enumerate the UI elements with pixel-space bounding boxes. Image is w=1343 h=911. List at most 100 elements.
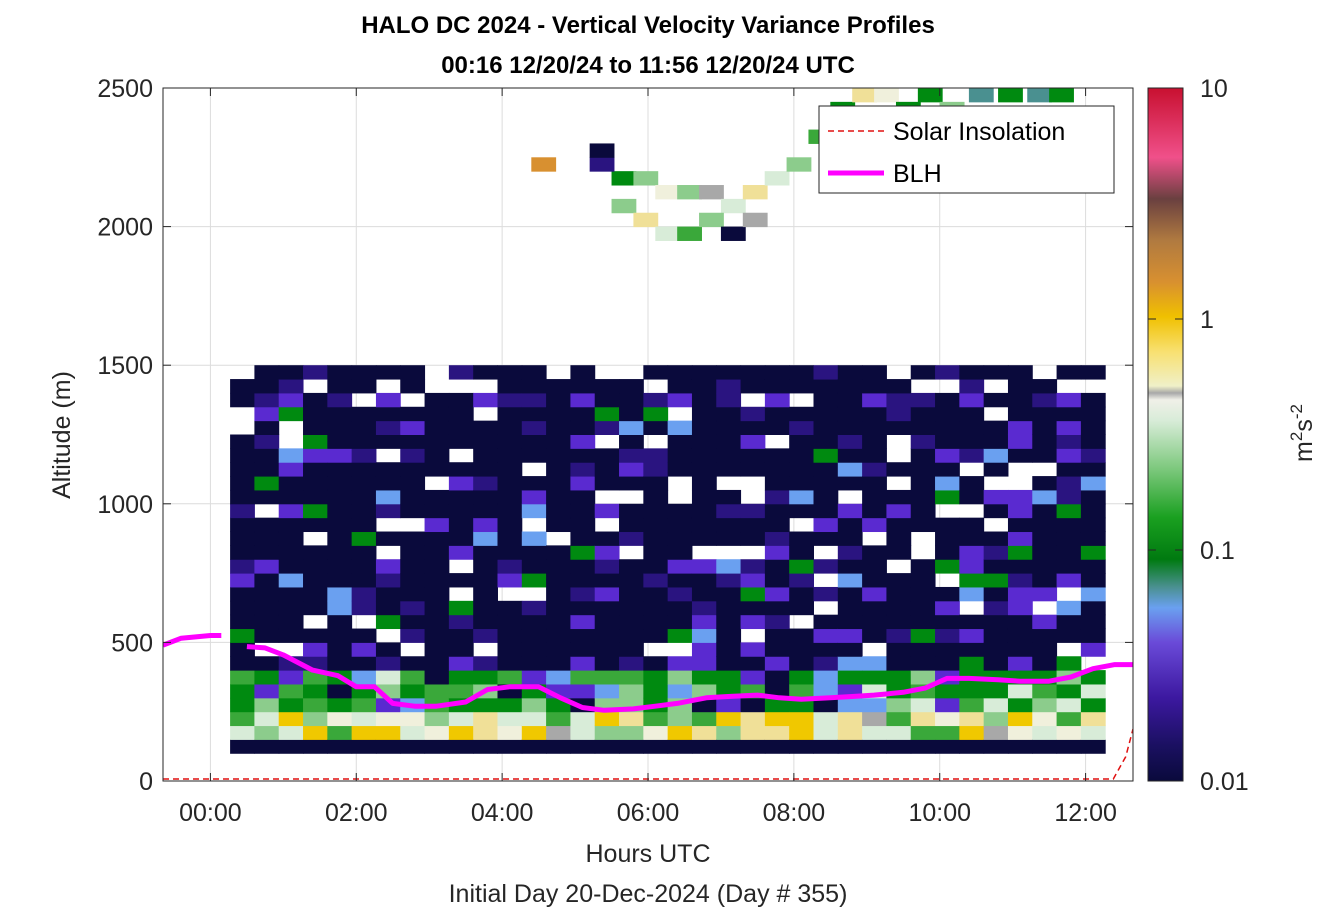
heatmap-cell bbox=[303, 628, 328, 643]
heatmap-cell bbox=[400, 420, 426, 435]
heatmap-cell bbox=[862, 614, 887, 630]
heatmap-cell bbox=[303, 600, 328, 616]
heatmap-cell bbox=[254, 586, 280, 602]
heatmap-cell bbox=[327, 489, 353, 505]
heatmap-cell bbox=[230, 573, 255, 588]
heatmap-cell bbox=[448, 683, 474, 699]
heatmap-cell bbox=[786, 157, 812, 172]
heatmap-cell bbox=[351, 517, 377, 533]
heatmap-cell bbox=[473, 739, 498, 754]
heatmap-cell bbox=[1032, 573, 1058, 588]
heatmap-cell bbox=[400, 448, 426, 463]
heatmap-cell bbox=[837, 697, 863, 713]
heatmap-cell bbox=[764, 545, 790, 560]
heatmap-cell bbox=[448, 628, 474, 643]
heatmap-cell bbox=[716, 379, 742, 394]
heatmap-cell bbox=[278, 586, 304, 602]
heatmap-cell bbox=[619, 406, 644, 422]
heatmap-cell bbox=[740, 573, 766, 588]
heatmap-cell bbox=[1080, 614, 1106, 630]
heatmap-cell bbox=[254, 517, 280, 533]
heatmap-cell bbox=[886, 586, 912, 602]
heatmap-cell bbox=[667, 559, 693, 574]
heatmap-cell bbox=[935, 489, 960, 505]
heatmap-cell bbox=[473, 670, 498, 685]
heatmap-cell bbox=[862, 489, 887, 505]
heatmap-cell bbox=[546, 614, 571, 630]
y-tick-label: 2500 bbox=[97, 75, 153, 103]
heatmap-cell bbox=[959, 531, 985, 546]
heatmap-cell bbox=[837, 517, 863, 533]
heatmap-cell bbox=[959, 628, 985, 643]
heatmap-cell bbox=[278, 406, 304, 422]
heatmap-cell bbox=[1080, 434, 1106, 449]
heatmap-cell bbox=[497, 559, 523, 574]
heatmap-cell bbox=[473, 420, 498, 435]
heatmap-cell bbox=[619, 725, 644, 740]
heatmap-cell bbox=[789, 725, 814, 740]
heatmap-cell bbox=[594, 670, 620, 685]
heatmap-cell bbox=[546, 379, 571, 394]
heatmap-cell bbox=[667, 420, 693, 435]
heatmap-cell bbox=[254, 573, 280, 588]
heatmap-cell bbox=[716, 670, 742, 685]
heatmap-cell bbox=[789, 545, 814, 560]
heatmap-cell bbox=[764, 725, 790, 740]
heatmap-cell bbox=[935, 739, 960, 754]
heatmap-cell bbox=[691, 365, 717, 380]
heatmap-cell bbox=[667, 711, 693, 727]
heatmap-cell bbox=[1080, 628, 1106, 643]
heatmap-cell bbox=[375, 614, 401, 630]
heatmap-cell bbox=[789, 711, 814, 727]
heatmap-cell bbox=[837, 670, 863, 685]
heatmap-cell bbox=[594, 683, 620, 699]
heatmap-cell bbox=[546, 586, 571, 602]
heatmap-cell bbox=[448, 725, 474, 740]
heatmap-cell bbox=[983, 462, 1009, 477]
heatmap-cell bbox=[740, 503, 766, 519]
heatmap-cell bbox=[742, 212, 768, 228]
heatmap-cell bbox=[983, 711, 1009, 727]
heatmap-cell bbox=[691, 462, 717, 477]
heatmap-cell bbox=[1056, 392, 1082, 408]
heatmap-cell bbox=[716, 642, 742, 657]
heatmap-cell bbox=[619, 573, 644, 588]
blh-line-segment bbox=[163, 633, 222, 648]
heatmap-cell bbox=[862, 559, 887, 574]
heatmap-cell bbox=[497, 379, 523, 394]
heatmap-cell bbox=[351, 489, 377, 505]
heatmap-cell bbox=[570, 434, 596, 449]
heatmap-cell bbox=[764, 503, 790, 519]
heatmap-cell bbox=[473, 365, 498, 380]
heatmap-cell bbox=[699, 212, 724, 228]
heatmap-cell bbox=[375, 642, 401, 657]
heatmap-cell bbox=[594, 559, 620, 574]
heatmap-cell bbox=[935, 614, 960, 630]
heatmap-cell bbox=[570, 586, 596, 602]
heatmap-cell bbox=[764, 739, 790, 754]
heatmap-cell bbox=[254, 489, 280, 505]
heatmap-cell bbox=[1007, 697, 1033, 713]
heatmap-cell bbox=[1007, 586, 1033, 602]
heatmap-cell bbox=[594, 476, 620, 491]
heatmap-cell bbox=[448, 434, 474, 449]
heatmap-cell bbox=[837, 573, 863, 588]
heatmap-cell bbox=[691, 448, 717, 463]
heatmap-cell bbox=[837, 448, 863, 463]
heatmap-cell bbox=[1056, 697, 1082, 713]
heatmap-cell bbox=[862, 392, 887, 408]
heatmap-cell bbox=[1007, 573, 1033, 588]
heatmap-cell bbox=[424, 392, 450, 408]
heatmap-cell bbox=[254, 365, 280, 380]
heatmap-cell bbox=[303, 725, 328, 740]
heatmap-cell bbox=[740, 642, 766, 657]
heatmap-cell bbox=[1080, 739, 1106, 754]
heatmap-cell bbox=[1007, 503, 1033, 519]
heatmap-cell bbox=[910, 365, 936, 380]
heatmap-cell bbox=[546, 739, 571, 754]
heatmap-cell bbox=[910, 476, 936, 491]
heatmap-cell bbox=[740, 614, 766, 630]
heatmap-cell bbox=[886, 600, 912, 616]
heatmap-cell bbox=[303, 586, 328, 602]
heatmap-cell bbox=[886, 656, 912, 671]
